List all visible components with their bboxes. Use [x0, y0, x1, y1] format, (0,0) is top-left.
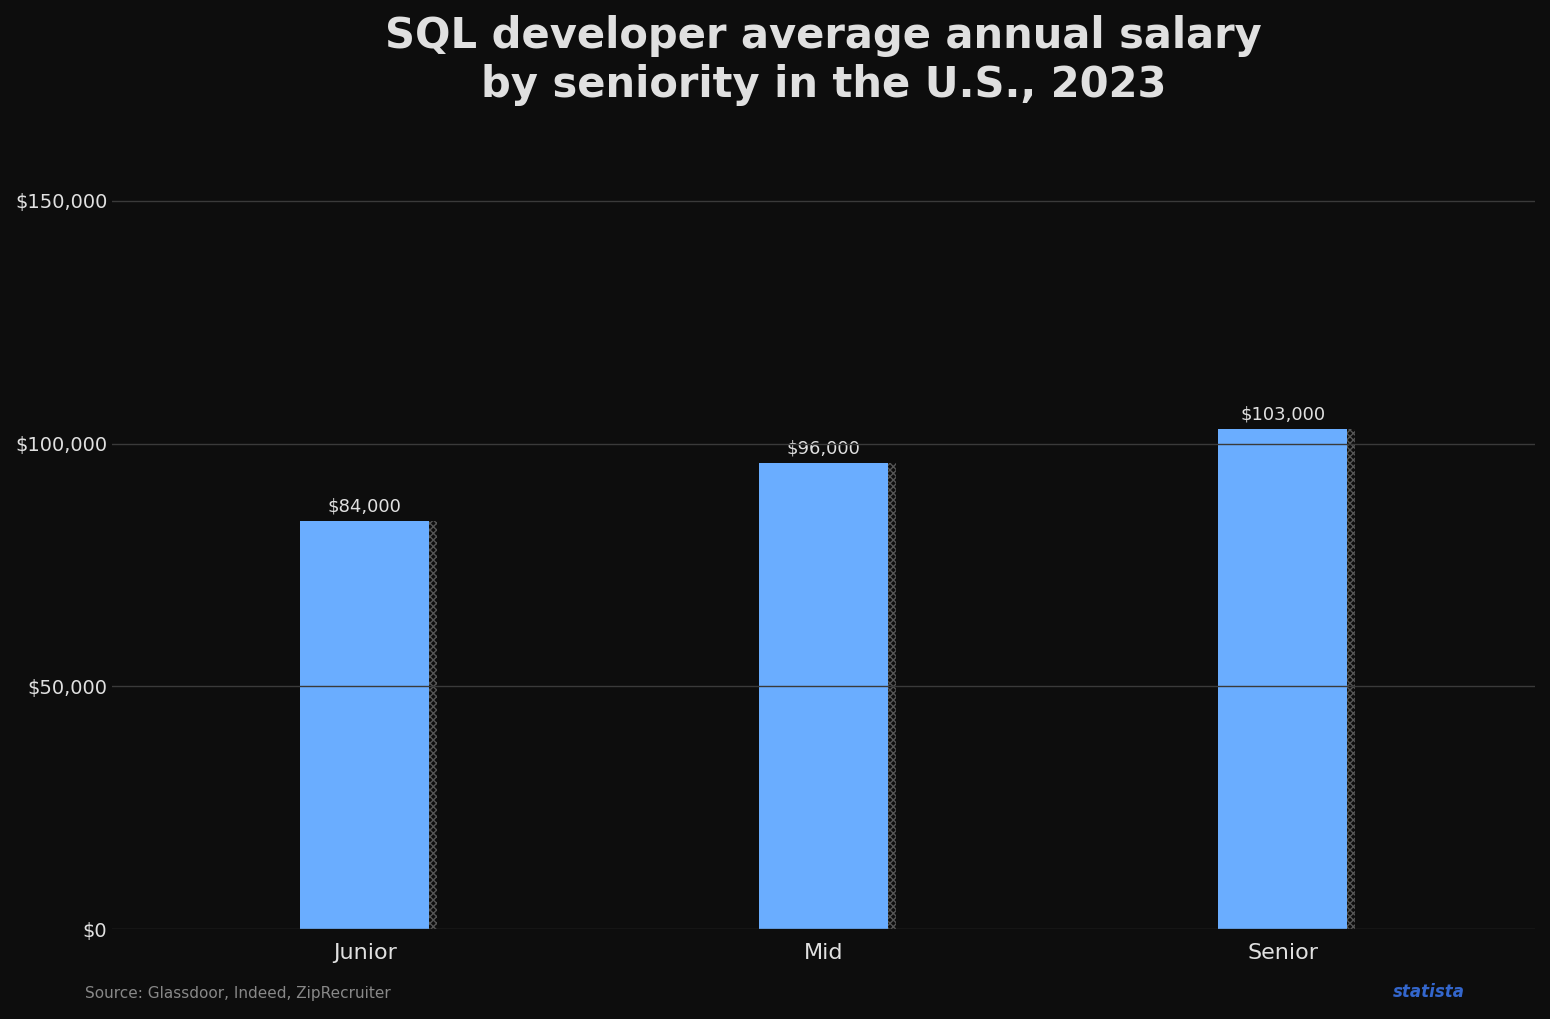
Text: Source: Glassdoor, Indeed, ZipRecruiter: Source: Glassdoor, Indeed, ZipRecruiter: [85, 985, 391, 1001]
Bar: [888, 463, 896, 929]
Bar: [1218, 429, 1347, 929]
Text: $96,000: $96,000: [787, 439, 860, 458]
Bar: [1347, 429, 1355, 929]
Bar: [429, 522, 437, 929]
Bar: [760, 463, 888, 929]
Text: $103,000: $103,000: [1240, 406, 1325, 423]
Text: statista: statista: [1393, 982, 1465, 1001]
Bar: [301, 929, 437, 935]
Title: SQL developer average annual salary
by seniority in the U.S., 2023: SQL developer average annual salary by s…: [386, 15, 1262, 106]
Bar: [301, 522, 429, 929]
Bar: [1218, 929, 1355, 935]
Text: $84,000: $84,000: [327, 497, 401, 516]
Bar: [760, 929, 896, 935]
